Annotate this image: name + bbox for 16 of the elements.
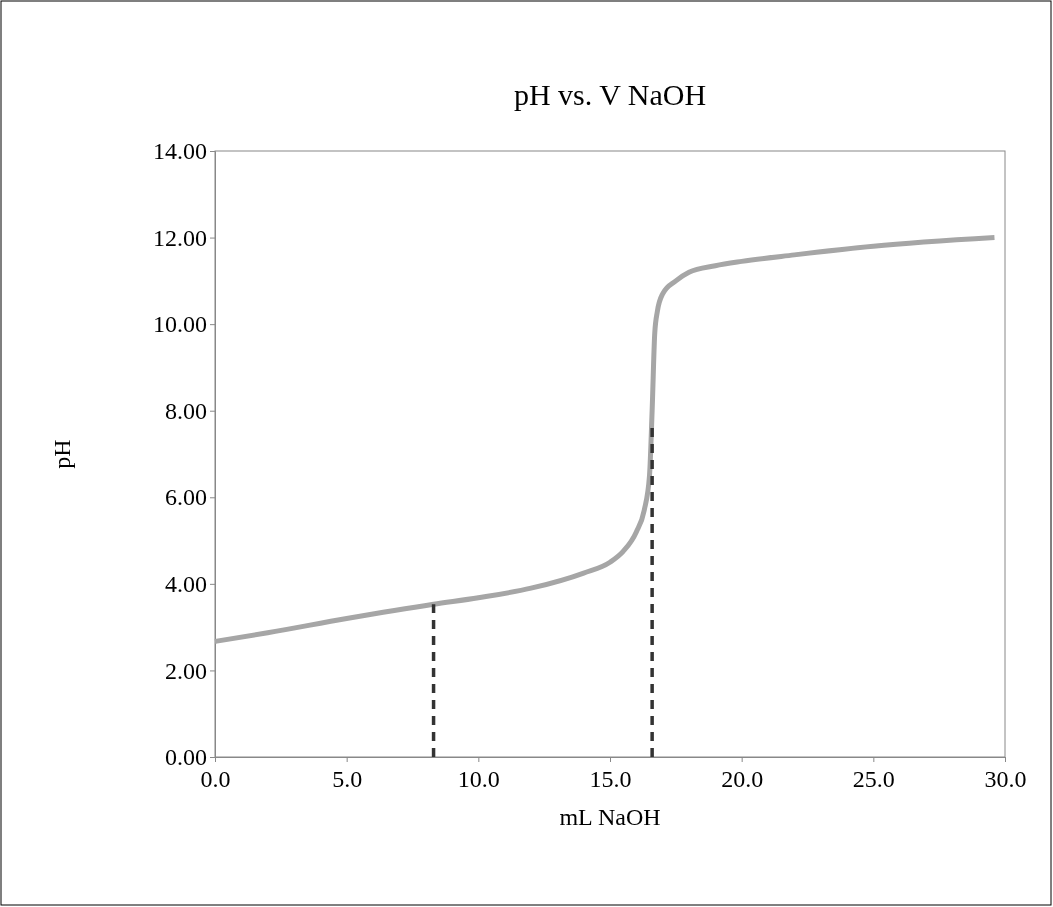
y-axis-title: pH — [49, 439, 75, 469]
x-tick-label: 25.0 — [852, 765, 895, 792]
y-tick-label: 12.00 — [153, 224, 207, 251]
y-tick-label: 10.00 — [153, 311, 207, 338]
y-tick-label: 2.00 — [165, 657, 207, 684]
x-axis-title: mL NaOH — [559, 804, 661, 830]
x-tick-label: 15.0 — [589, 765, 632, 792]
y-tick-label: 8.00 — [165, 397, 207, 424]
x-tick-label: 30.0 — [984, 765, 1027, 792]
y-tick-label: 14.00 — [153, 138, 207, 165]
x-tick-label: 5.0 — [332, 765, 363, 792]
x-tick-label: 20.0 — [721, 765, 764, 792]
y-tick-label: 4.00 — [165, 571, 207, 598]
x-tick-label: 10.0 — [457, 765, 500, 792]
chart-title: pH vs. V NaOH — [513, 78, 707, 111]
y-tick-label: 6.00 — [165, 484, 207, 511]
